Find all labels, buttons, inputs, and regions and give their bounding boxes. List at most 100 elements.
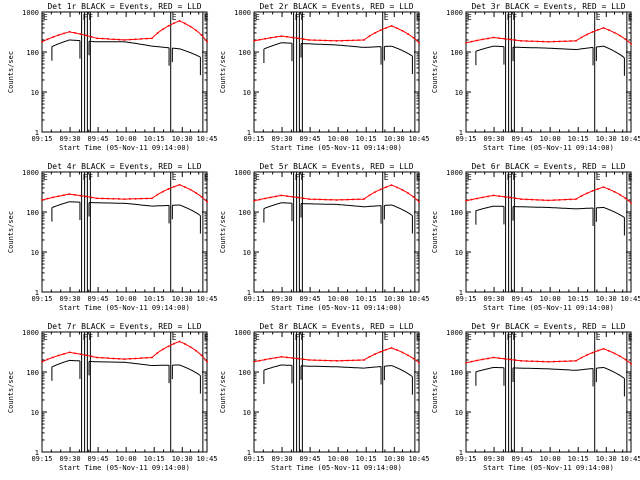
- lld-data-point: [357, 39, 360, 41]
- y-tick-label: 10: [455, 249, 463, 257]
- x-tick-label: 09:30: [272, 295, 293, 303]
- lld-data-point: [280, 35, 283, 37]
- lld-data-point: [379, 351, 382, 353]
- marker-label: F: [512, 333, 517, 342]
- lld-data-point: [476, 39, 478, 42]
- y-axis-label: Counts/sec: [431, 211, 439, 253]
- lld-data-point: [253, 361, 255, 363]
- lld-data-point: [253, 200, 255, 202]
- lld-data-point: [101, 197, 104, 200]
- lld-data-point: [189, 346, 192, 348]
- lld-data-point: [335, 199, 338, 201]
- lld-data-point: [368, 356, 371, 358]
- lld-data-point: [96, 37, 98, 40]
- lld-data-point: [547, 361, 550, 363]
- lld-data-point: [253, 40, 255, 42]
- x-tick-label: 10:15: [568, 455, 589, 463]
- lld-data-point: [280, 356, 283, 358]
- lld-data-point: [302, 197, 305, 200]
- marker-label: E: [255, 333, 260, 342]
- lld-data-point: [123, 39, 126, 41]
- lld-data-point: [498, 357, 500, 359]
- lld-data-point: [206, 361, 208, 363]
- lld-data-point: [178, 184, 181, 186]
- lld-data-point: [476, 197, 478, 200]
- lld-data-point: [498, 195, 500, 197]
- x-tick-label: 10:45: [408, 295, 429, 303]
- lld-data-point: [558, 40, 561, 43]
- lld-data-point: [481, 196, 484, 199]
- events-series-line: [51, 39, 80, 48]
- lld-data-point: [630, 202, 632, 204]
- x-tick-label: 10:15: [568, 295, 589, 303]
- x-axis-label: Start Time (05-Nov-11 09:14:00): [59, 144, 190, 152]
- lld-data-point: [630, 363, 632, 365]
- lld-data-point: [564, 198, 566, 201]
- lld-data-point: [286, 195, 288, 197]
- lld-data-point: [145, 197, 148, 200]
- lld-data-point: [291, 36, 294, 39]
- lld-data-point: [258, 39, 261, 41]
- lld-data-point: [542, 199, 544, 201]
- lld-data-point: [189, 188, 192, 191]
- events-series-line: [596, 367, 625, 379]
- lld-data-point: [129, 38, 131, 41]
- lld-data-point: [481, 358, 484, 361]
- plot-frame: [41, 171, 208, 293]
- y-tick-label: 1000: [446, 9, 463, 17]
- y-tick-label: 10: [31, 409, 39, 417]
- events-series-line: [475, 205, 504, 212]
- lld-data-point: [112, 198, 115, 200]
- x-tick-label: 09:15: [455, 135, 476, 143]
- plot-frame: [41, 331, 208, 453]
- lld-data-point: [313, 198, 316, 201]
- lld-data-point: [195, 192, 197, 194]
- events-series-line: [88, 360, 170, 366]
- x-tick-label: 09:15: [31, 135, 52, 143]
- lld-data-point: [564, 360, 566, 362]
- x-tick-label: 09:30: [484, 295, 505, 303]
- lld-data-point: [74, 32, 76, 34]
- lld-data-point: [178, 20, 181, 22]
- lld-data-point: [200, 196, 203, 198]
- x-axis-label: Start Time (05-Nov-11 09:14:00): [483, 304, 614, 312]
- marker-label: F: [295, 333, 300, 342]
- lld-data-point: [531, 40, 533, 42]
- marker-label: F: [295, 173, 300, 182]
- lld-data-point: [319, 198, 321, 201]
- lld-data-point: [525, 360, 528, 362]
- y-tick-label: 1000: [234, 169, 251, 177]
- plot-frame: [465, 11, 632, 133]
- lld-data-point: [324, 359, 327, 362]
- lld-data-point: [503, 358, 506, 360]
- lld-data-point: [368, 35, 371, 37]
- y-axis-label: Counts/sec: [7, 51, 15, 93]
- lld-data-point: [542, 40, 544, 43]
- x-axis-label: Start Time (05-Nov-11 09:14:00): [271, 464, 402, 472]
- lld-data-point: [608, 350, 610, 352]
- lld-data-point: [586, 33, 588, 36]
- lld-data-point: [531, 198, 533, 201]
- lld-data-point: [465, 42, 467, 44]
- lld-data-point: [385, 186, 387, 188]
- y-axis-label: Counts/sec: [219, 51, 227, 93]
- lld-data-point: [269, 37, 272, 39]
- lld-data-point: [167, 25, 170, 27]
- x-tick-label: 10:15: [144, 135, 165, 143]
- marker-label: E: [255, 173, 260, 182]
- lld-data-point: [602, 186, 605, 188]
- marker-label: F: [512, 13, 517, 22]
- x-tick-label: 10:00: [328, 135, 349, 143]
- lld-data-point: [613, 352, 616, 355]
- lld-data-point: [520, 198, 522, 200]
- x-tick-label: 10:30: [172, 455, 193, 463]
- marker-label: E: [172, 333, 177, 342]
- events-series-line: [512, 367, 594, 371]
- marker-label: F: [88, 13, 93, 22]
- x-tick-label: 10:45: [620, 295, 640, 303]
- chart-title: Det 4r BLACK = Events, RED = LLD: [47, 162, 201, 171]
- lld-data-point: [503, 196, 506, 198]
- marker-label: E: [384, 13, 389, 22]
- lld-data-point: [385, 27, 387, 29]
- marker-label: E: [416, 333, 421, 342]
